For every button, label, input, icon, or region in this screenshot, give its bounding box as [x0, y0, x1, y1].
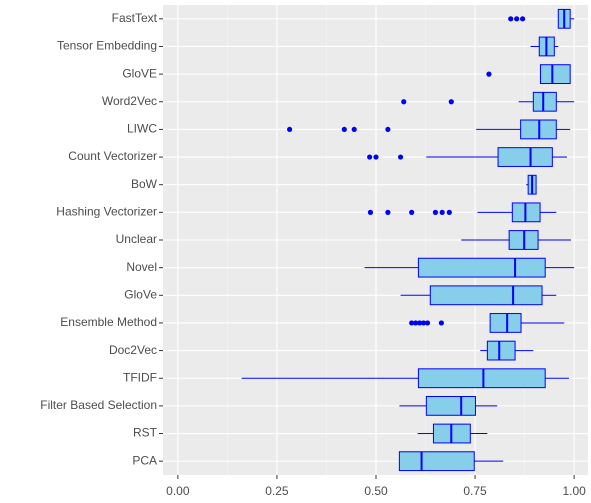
- outlier: [446, 209, 452, 215]
- box: [417, 257, 546, 278]
- outlier: [409, 320, 415, 326]
- outlier: [439, 209, 445, 215]
- outlier: [385, 126, 391, 133]
- y-tick-label: Unclear: [116, 232, 157, 246]
- outlier: [409, 209, 415, 215]
- outlier: [385, 209, 391, 215]
- x-tick-label: 0.25: [265, 484, 289, 498]
- box: [539, 64, 571, 85]
- outlier: [351, 126, 357, 133]
- y-tick-label: TFIDF: [123, 370, 157, 384]
- x-tick-label: 0.75: [463, 484, 487, 498]
- y-tick-label: GloVE: [122, 66, 157, 80]
- outlier: [397, 154, 404, 160]
- outlier: [420, 320, 427, 326]
- x-tick-label: 0.50: [364, 484, 388, 498]
- x-tick-label: 0.00: [166, 484, 190, 498]
- outlier: [401, 99, 407, 105]
- outlier: [367, 209, 374, 215]
- box: [398, 451, 475, 472]
- box: [425, 395, 476, 416]
- outlier: [373, 154, 379, 160]
- y-tick-label: Ensemble Method: [60, 315, 157, 329]
- box: [489, 313, 522, 333]
- y-tick-label: RST: [133, 426, 158, 440]
- outlier: [432, 209, 439, 215]
- box: [532, 91, 557, 112]
- outlier: [514, 16, 520, 22]
- outlier: [424, 320, 431, 326]
- y-tick-label: Doc2Vec: [109, 343, 157, 357]
- outlier: [438, 320, 444, 326]
- outlier: [448, 99, 454, 105]
- y-tick-label: Count Vectorizer: [68, 149, 157, 163]
- box: [429, 285, 543, 306]
- outlier: [341, 126, 347, 133]
- outlier: [508, 16, 514, 22]
- y-tick-label: Word2Vec: [102, 94, 157, 108]
- outlier: [413, 320, 419, 326]
- y-tick-label: PCA: [132, 453, 157, 467]
- box: [497, 147, 553, 167]
- y-tick-label: Hashing Vectorizer: [56, 205, 157, 219]
- outlier: [486, 71, 492, 77]
- y-tick-label: LIWC: [127, 122, 157, 136]
- y-tick-label: Tensor Embedding: [57, 39, 157, 53]
- outlier: [520, 16, 526, 22]
- outlier: [367, 154, 373, 160]
- box: [417, 368, 546, 389]
- y-tick-label: Novel: [126, 260, 157, 274]
- x-tick-label: 1.00: [562, 484, 586, 498]
- outlier: [416, 320, 423, 326]
- box: [486, 340, 516, 361]
- outlier: [287, 126, 293, 133]
- y-tick-label: BoW: [131, 177, 158, 191]
- y-tick-label: GloVe: [124, 287, 157, 301]
- y-tick-label: FastText: [112, 11, 158, 25]
- y-tick-label: Filter Based Selection: [40, 398, 157, 412]
